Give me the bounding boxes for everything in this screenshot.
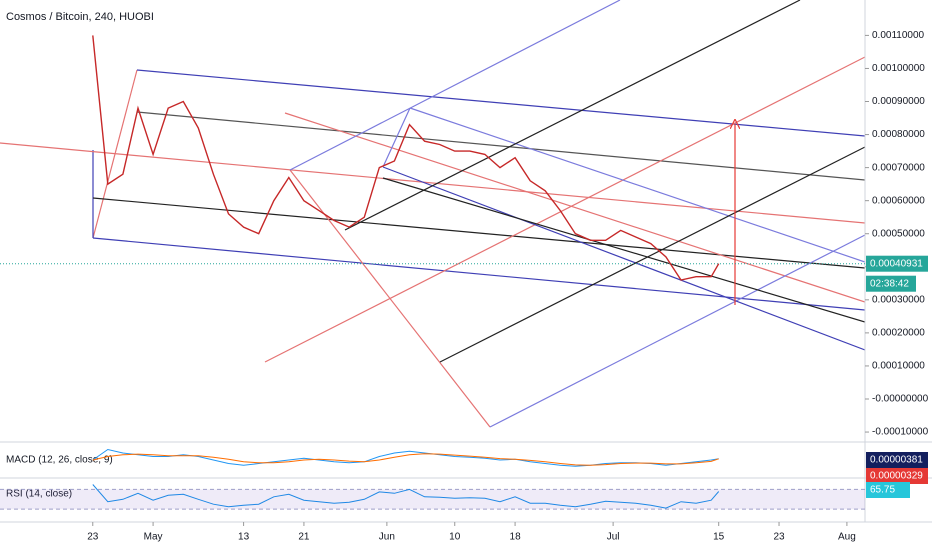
y-tick-label: 0.00020000 — [872, 328, 925, 339]
x-tick-label: 15 — [713, 532, 725, 543]
y-tick-label: 0.00080000 — [872, 129, 925, 140]
y-tick-label: 0.00010000 — [872, 361, 925, 372]
x-tick-label: 23 — [773, 532, 785, 543]
x-tick-label: Jul — [607, 532, 620, 543]
x-tick-label: Aug — [838, 532, 856, 543]
chart-title: Cosmos / Bitcoin, 240, HUOBI — [6, 11, 154, 23]
y-tick-label: 0.00090000 — [872, 96, 925, 107]
value-box-label: 0.00000381 — [870, 455, 923, 466]
indicator-line — [92, 484, 720, 509]
value-box-label: 0.00040931 — [870, 258, 923, 269]
rsi-band — [0, 489, 865, 510]
y-tick-label: 0.00110000 — [872, 30, 925, 41]
value-box-label: 02:38:42 — [870, 278, 909, 289]
y-tick-label: -0.00000000 — [872, 394, 929, 405]
y-tick-label: 0.00050000 — [872, 228, 925, 239]
y-tick-label: -0.00010000 — [872, 427, 929, 438]
value-box — [866, 452, 928, 468]
y-tick-label: 0.00060000 — [872, 195, 925, 206]
x-tick-label: Jun — [379, 532, 395, 543]
y-tick-label: 0.00100000 — [872, 63, 925, 74]
value-box — [866, 255, 928, 272]
value-box — [866, 482, 910, 498]
indicator-line — [92, 448, 719, 467]
drawings — [0, 0, 865, 428]
x-tick-label: 18 — [510, 532, 522, 543]
x-tick-label: 23 — [87, 532, 99, 543]
x-tick-label: 10 — [449, 532, 461, 543]
macd-title: MACD (12, 26, close, 9) — [6, 455, 113, 466]
x-tick-label: 13 — [238, 532, 250, 543]
rsi-title: RSI (14, close) — [6, 489, 72, 500]
y-tick-label: 0.00030000 — [872, 294, 925, 305]
value-box-label: 65.75 — [870, 485, 895, 496]
x-tick-label: May — [144, 532, 163, 543]
indicator-line — [92, 453, 719, 466]
value-box — [866, 275, 916, 292]
price-line — [92, 35, 720, 281]
value-box — [866, 468, 928, 484]
x-tick-label: 21 — [298, 532, 310, 543]
y-tick-label: 0.00070000 — [872, 162, 925, 173]
value-box-label: 0.00000329 — [870, 471, 923, 482]
